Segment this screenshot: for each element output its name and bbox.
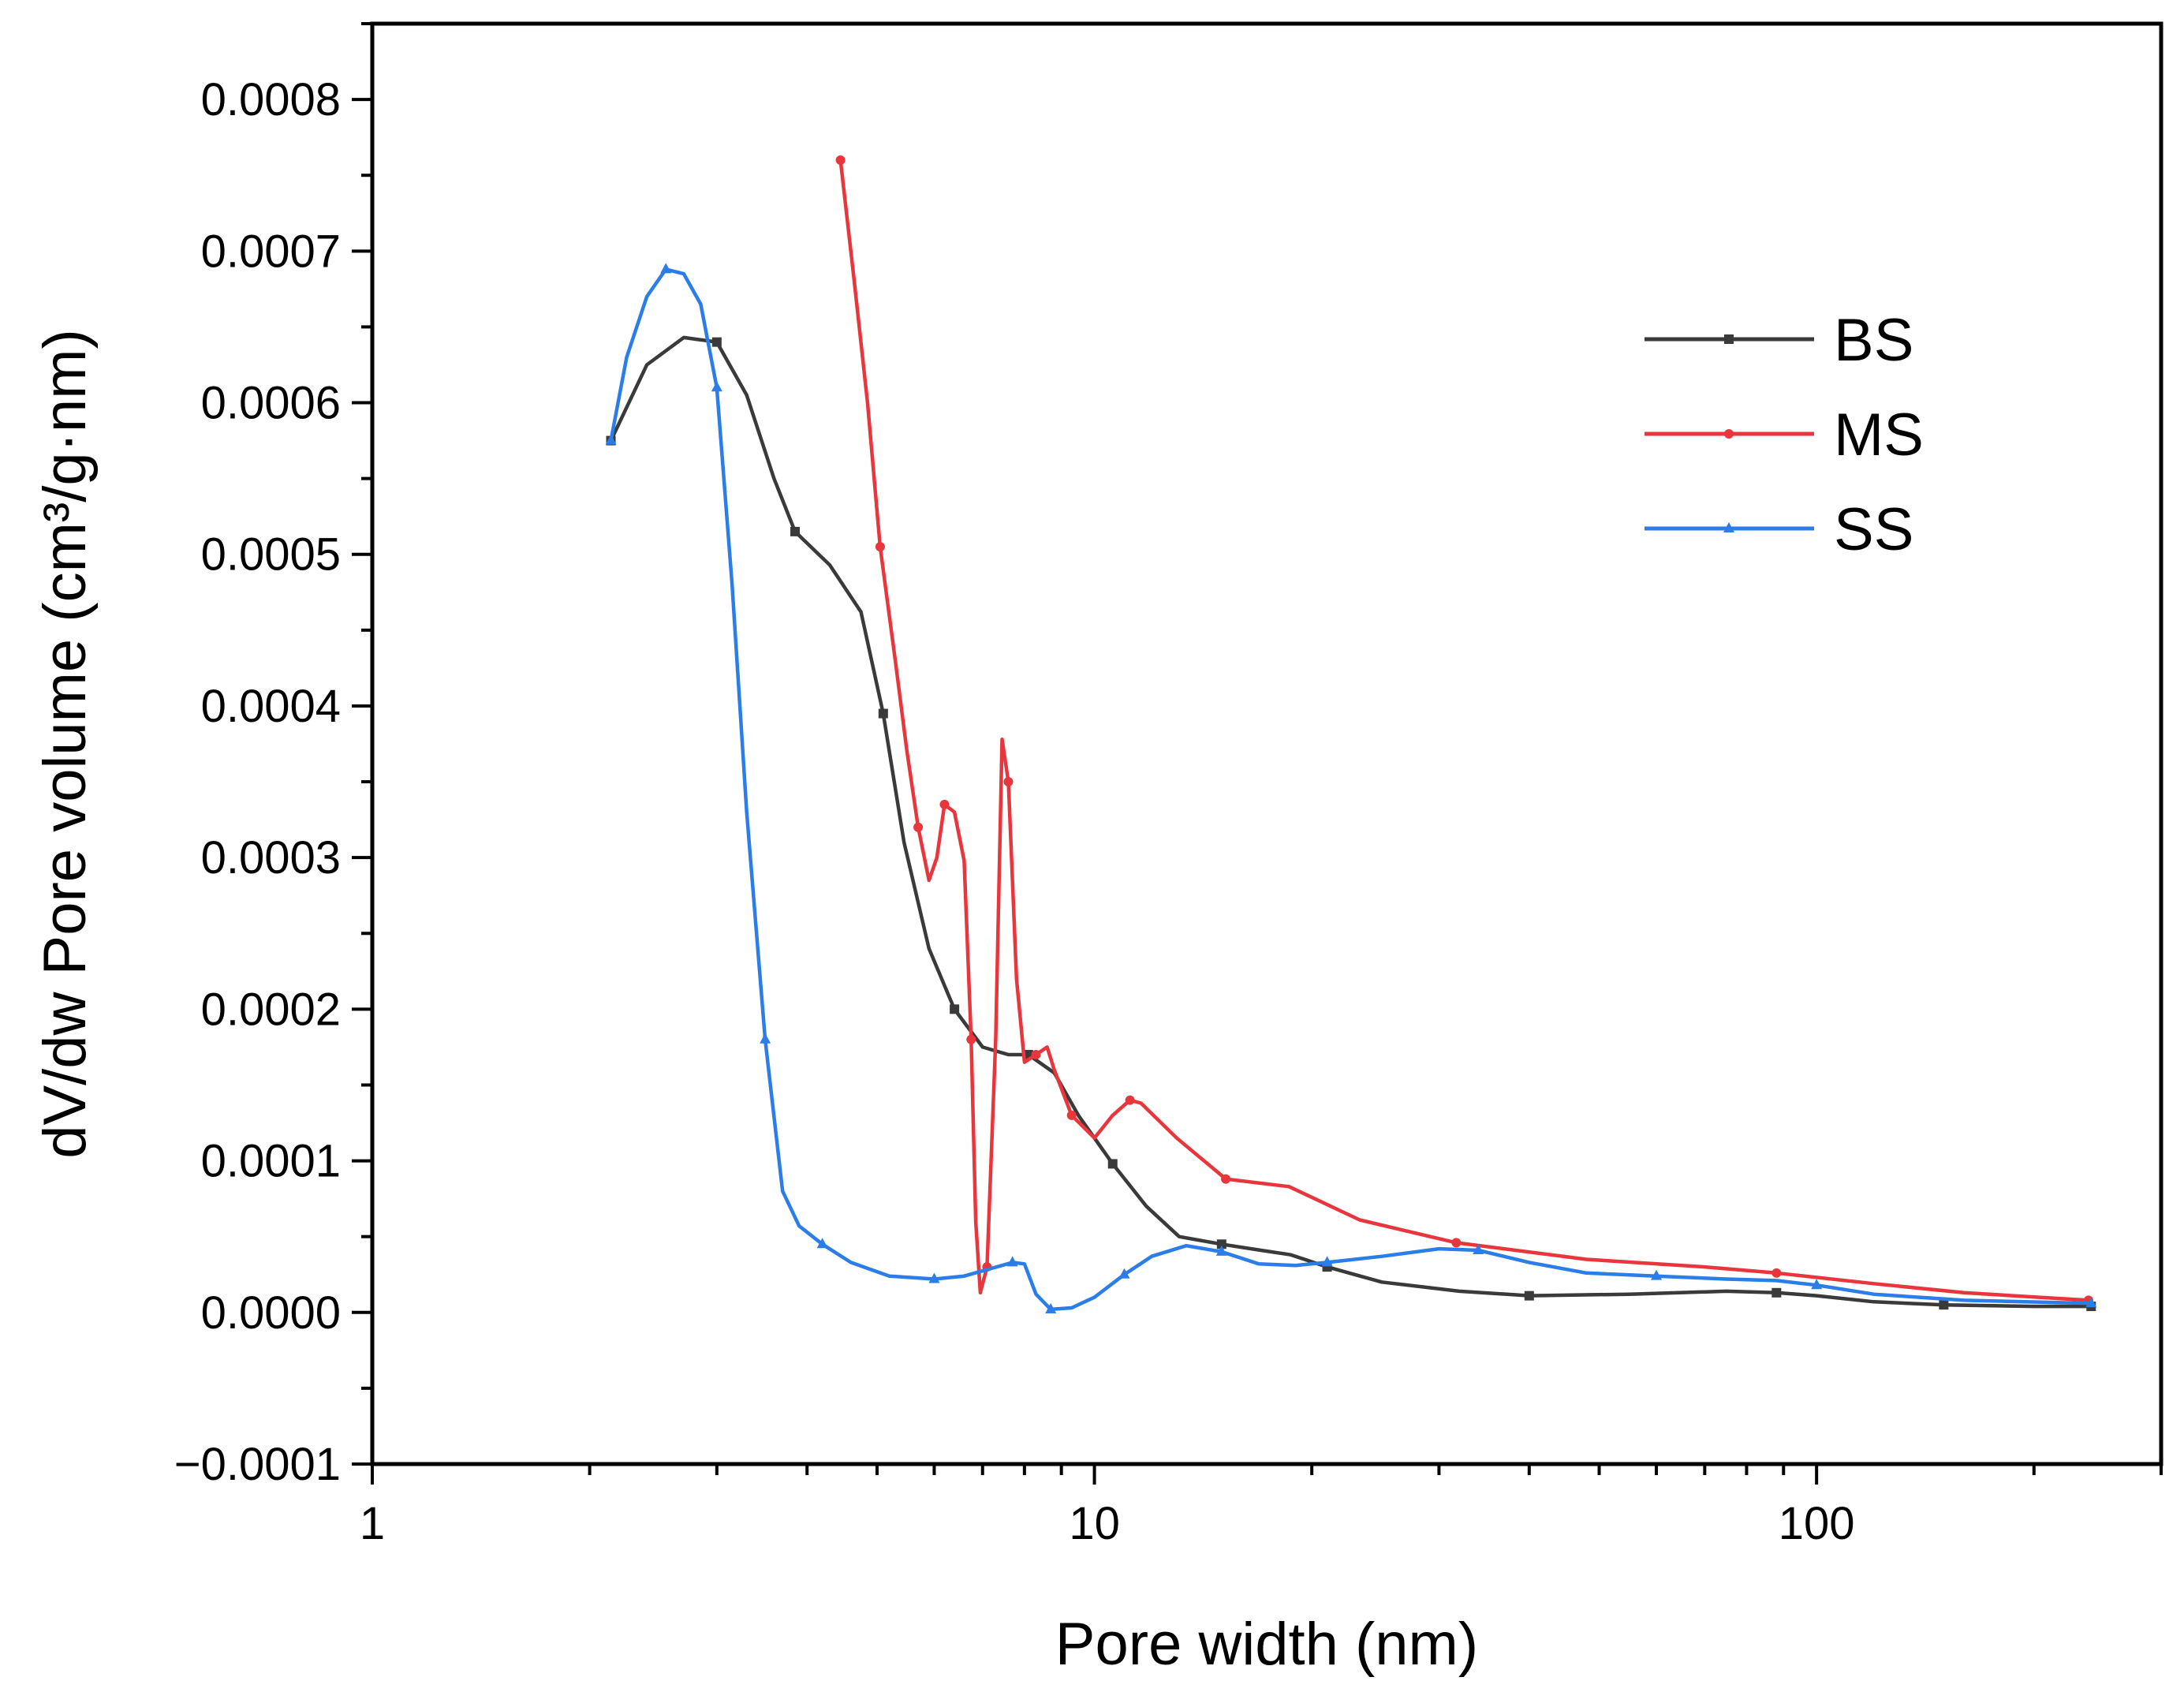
data-point-marker [1724,429,1734,439]
y-tick-label: 0.0005 [201,529,341,581]
y-tick-label: 0.0002 [201,984,341,1035]
data-point-marker [790,526,801,536]
series-ms [835,155,2093,1305]
x-tick-label: 100 [1779,1498,1855,1549]
data-point-marker [950,1004,960,1014]
data-point-marker [1724,334,1734,344]
data-point-marker [1321,1256,1333,1267]
data-point-marker [1651,1269,1663,1280]
data-point-marker [660,263,672,274]
legend-label: SS [1834,496,1913,563]
x-axis-title: Pore width (nm) [1055,1611,1478,1678]
series-ss [605,263,2097,1313]
data-point-marker [1066,1110,1077,1120]
data-point-marker [1031,1050,1041,1060]
data-point-marker [939,799,950,809]
y-tick-label: −0.0001 [174,1439,341,1490]
data-point-marker [1006,1256,1018,1267]
data-point-marker [875,542,885,552]
data-point-marker [605,434,617,445]
data-point-marker [1473,1243,1484,1254]
y-tick-label: 0.0000 [201,1287,341,1339]
data-point-marker [835,155,846,165]
data-point-marker [1811,1279,1823,1290]
y-tick-label: 0.0008 [201,74,341,125]
legend-item-ss: SS [1645,496,1913,563]
data-point-marker [1524,1291,1534,1301]
x-tick-label: 10 [1069,1498,1120,1549]
data-point-marker [1107,1159,1118,1169]
data-point-marker [1215,1245,1227,1256]
series-line [609,335,2093,1309]
data-point-marker [1771,1268,1782,1278]
data-point-marker [1221,1174,1231,1184]
y-tick-label: 0.0006 [201,378,341,429]
plot-frame [370,21,2163,1466]
y-tick-label: 0.0007 [201,226,341,277]
data-point-marker [1045,1302,1057,1313]
data-point-marker [928,1272,940,1283]
data-point-marker [1771,1287,1782,1298]
y-axis: −0.0001 0.0000 0.0001 0.0002 0.0003 0.0004 0.0… [174,22,372,1490]
legend-label: BS [1834,307,1913,374]
legend-label: MS [1834,402,1924,469]
legend-item-ms: MS [1645,402,1924,469]
x-axis: 1 10 100 [360,1464,2163,1549]
data-point-marker [1118,1268,1130,1279]
data-point-marker [816,1238,828,1249]
data-point-marker [1939,1300,1949,1310]
data-point-marker [1125,1095,1135,1105]
data-point-marker [1723,522,1734,532]
data-point-marker [878,708,888,719]
data-point-marker [711,381,722,392]
data-point-marker [1216,1239,1226,1249]
series-line [838,158,2091,1302]
y-tick-label: 0.0004 [201,681,341,732]
data-point-marker [1451,1238,1462,1248]
data-point-marker [2085,1297,2097,1308]
data-point-marker [1003,777,1014,787]
y-axis-title: dV/dw Pore volume (cm³/g·nm) [32,329,99,1159]
data-point-marker [966,1034,976,1044]
legend: BS MS SS [1645,307,1924,563]
data-point-marker [760,1033,771,1044]
data-point-marker [711,337,722,347]
x-tick-label: 1 [360,1498,385,1549]
series-layer [605,155,2097,1313]
data-point-marker [913,822,924,832]
legend-item-bs: BS [1645,307,1913,374]
y-tick-label: 0.0001 [201,1136,341,1187]
y-tick-label: 0.0003 [201,832,341,883]
